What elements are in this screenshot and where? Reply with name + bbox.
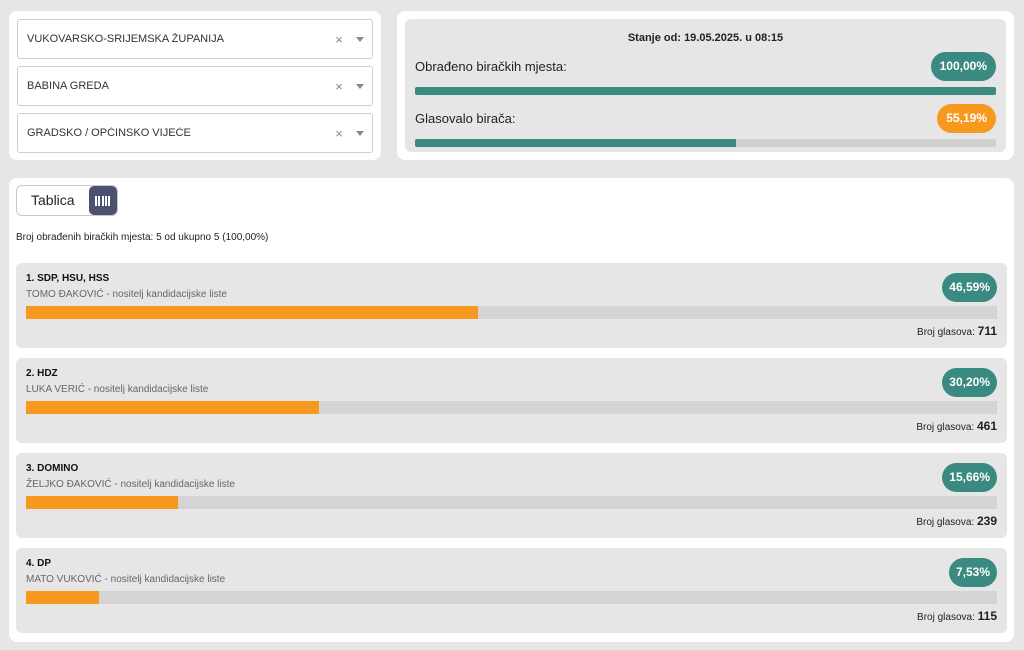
vote-count: Broj glasova: 115 [917, 609, 997, 623]
turnout-progress-fill [415, 139, 736, 147]
votes-label: Broj glasova: [917, 612, 975, 623]
processed-label: Obrađeno biračkih mjesta: [415, 58, 567, 74]
party-name: 4. DP [26, 558, 52, 569]
turnout-row: Glasovalo birača: 55,19% [415, 103, 996, 133]
county-select[interactable]: VUKOVARSKO-SRIJEMSKA ŽUPANIJA × [17, 19, 373, 59]
clear-county-icon[interactable]: × [335, 31, 343, 47]
processed-row: Obrađeno biračkih mjesta: 100,00% [415, 51, 996, 81]
votes-value: 461 [976, 419, 997, 433]
turnout-progress-bar [415, 139, 996, 147]
bar-chart-icon[interactable] [88, 186, 117, 215]
list-leader: LUKA VERIĆ - nositelj kandidacijske list… [26, 384, 209, 395]
chevron-down-icon[interactable] [356, 83, 364, 89]
vote-share-bar [26, 306, 997, 319]
party-results-list: 1. SDP, HSU, HSS TOMO ĐAKOVIĆ - nositelj… [16, 263, 1007, 633]
results-panel: Tablica Broj obrađenih biračkih mjesta: … [9, 178, 1014, 642]
vote-count: Broj glasova: 711 [917, 324, 997, 338]
clear-municipality-icon[interactable]: × [335, 78, 343, 94]
vote-share-fill [26, 591, 100, 604]
votes-label: Broj glasova: [916, 517, 975, 528]
processed-progress-bar [415, 87, 996, 95]
votes-value: 711 [977, 324, 997, 338]
votes-value: 115 [977, 609, 997, 623]
votes-value: 239 [976, 514, 997, 528]
processed-badge: 100,00% [930, 51, 996, 81]
list-leader: ŽELJKO ĐAKOVIĆ - nositelj kandidacijske … [26, 479, 235, 490]
party-name: 3. DOMINO [26, 463, 79, 474]
municipality-value: BABINA GREDA [27, 80, 109, 92]
status-box: Stanje od: 19.05.2025. u 08:15 Obrađeno … [405, 19, 1006, 152]
vote-count: Broj glasova: 239 [916, 514, 997, 528]
status-panel: Stanje od: 19.05.2025. u 08:15 Obrađeno … [397, 11, 1014, 160]
vote-count: Broj glasova: 461 [916, 419, 997, 433]
vote-share-fill [26, 306, 479, 319]
vote-share-fill [26, 496, 179, 509]
party-name: 2. HDZ [26, 368, 58, 379]
vote-share-bar [26, 401, 997, 414]
as-of-timestamp: Stanje od: 19.05.2025. u 08:15 [627, 32, 784, 44]
municipality-select[interactable]: BABINA GREDA × [17, 66, 373, 106]
vote-share-bar [26, 591, 997, 604]
view-toggle: Tablica [16, 185, 118, 216]
clear-election-body-icon[interactable]: × [335, 125, 343, 141]
chevron-down-icon[interactable] [356, 36, 364, 42]
election-body-select[interactable]: GRADSKO / OPĆINSKO VIJEĆE × [17, 113, 373, 153]
filters-panel: VUKOVARSKO-SRIJEMSKA ŽUPANIJA × BABINA G… [9, 11, 381, 160]
percent-badge: 46,59% [942, 273, 997, 302]
percent-badge: 15,66% [942, 463, 997, 492]
list-leader: MATO VUKOVIĆ - nositelj kandidacijske li… [26, 574, 226, 585]
turnout-badge: 55,19% [937, 103, 996, 133]
percent-badge: 30,20% [942, 368, 997, 397]
processed-progress-fill [415, 87, 996, 95]
party-result-card: 4. DP MATO VUKOVIĆ - nositelj kandidacij… [16, 548, 1007, 633]
chevron-down-icon[interactable] [356, 130, 364, 136]
party-result-card: 1. SDP, HSU, HSS TOMO ĐAKOVIĆ - nositelj… [16, 263, 1007, 348]
tab-table[interactable]: Tablica [31, 192, 75, 208]
votes-label: Broj glasova: [917, 327, 975, 338]
party-result-card: 3. DOMINO ŽELJKO ĐAKOVIĆ - nositelj kand… [16, 453, 1007, 538]
percent-badge: 7,53% [948, 558, 997, 587]
counted-stations-text: Broj obrađenih biračkih mjesta: 5 od uku… [16, 232, 269, 243]
vote-share-bar [26, 496, 997, 509]
party-result-card: 2. HDZ LUKA VERIĆ - nositelj kandidacijs… [16, 358, 1007, 443]
vote-share-fill [26, 401, 320, 414]
election-body-value: GRADSKO / OPĆINSKO VIJEĆE [27, 127, 191, 139]
list-leader: TOMO ĐAKOVIĆ - nositelj kandidacijske li… [26, 289, 227, 300]
votes-label: Broj glasova: [916, 422, 975, 433]
county-value: VUKOVARSKO-SRIJEMSKA ŽUPANIJA [27, 33, 225, 45]
turnout-label: Glasovalo birača: [415, 110, 516, 126]
party-name: 1. SDP, HSU, HSS [26, 273, 110, 284]
